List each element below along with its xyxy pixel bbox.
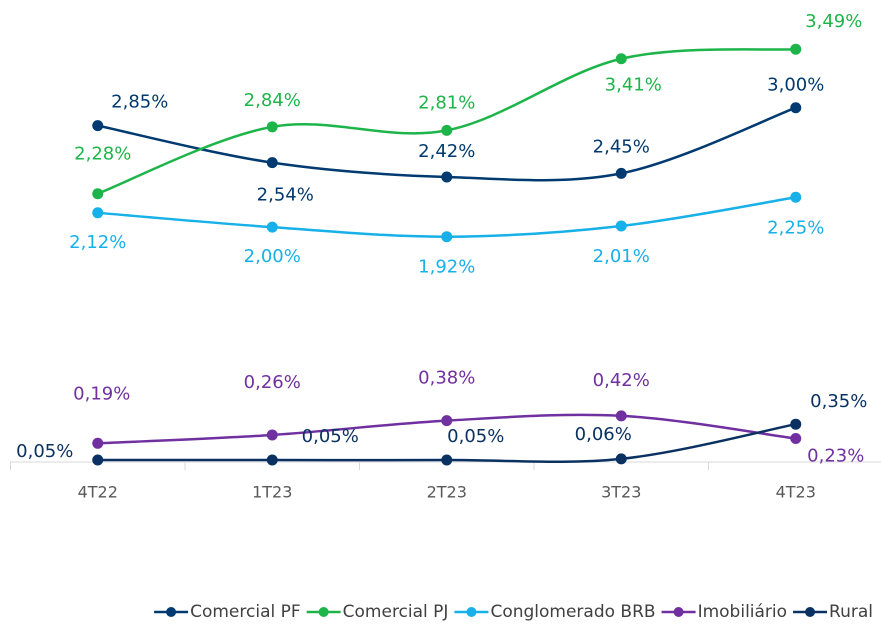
legend-label: Rural [829,602,873,622]
data-label: 0,05% [302,426,359,447]
data-point [266,454,278,466]
legend: Comercial PF Comercial PJ Conglomerado BRB… [154,602,873,622]
data-point [92,437,104,449]
data-point [441,454,453,466]
x-tick-label: 4T23 [776,483,816,502]
data-point [790,433,802,445]
data-label: 0,06% [575,424,632,445]
data-label: 0,19% [73,383,130,404]
legend-marker [318,607,329,617]
x-tick-label: 4T22 [78,483,118,502]
legend-marker [466,607,477,617]
data-point [92,454,104,466]
data-label: 0,05% [447,426,504,447]
data-point [92,188,104,200]
data-point [92,120,104,132]
data-point [790,102,802,114]
data-label: 2,84% [244,90,301,111]
data-label: 2,01% [593,246,650,267]
series-line [97,196,796,238]
data-point [441,231,453,243]
x-tick-label: 3T23 [601,483,641,502]
data-point [266,121,278,133]
data-label: 2,28% [74,144,131,165]
data-label: 2,45% [593,136,650,157]
data-label: 2,25% [767,217,824,238]
x-tick-label: 1T23 [252,483,292,502]
data-label: 2,85% [111,92,168,113]
legend-label: Imobiliário [698,602,787,622]
data-point [790,418,802,430]
data-label: 0,26% [244,372,301,393]
data-label: 3,49% [805,11,862,32]
legend-label: Comercial PF [190,602,301,622]
data-label: 2,12% [69,232,126,253]
data-point [790,191,802,203]
data-point [92,207,104,219]
legend-marker [166,607,177,617]
data-point [441,171,453,183]
data-point [615,220,627,232]
data-point [441,415,453,427]
data-label: 0,23% [807,446,864,467]
data-label: 3,41% [605,75,662,96]
data-label: 3,00% [767,75,824,96]
data-point [266,157,278,169]
x-tick-label: 2T23 [427,483,467,502]
data-label: 1,92% [418,257,475,278]
data-label: 0,05% [16,441,73,462]
data-label: 2,42% [418,141,475,162]
legend-label: Comercial PJ [343,602,449,622]
data-point [615,167,627,179]
data-label: 0,38% [418,368,475,389]
data-point [615,410,627,422]
data-point [441,124,453,136]
legend-label: Conglomerado BRB [490,602,655,622]
data-point [790,43,802,55]
data-label: 2,54% [257,185,314,206]
legend-marker [805,607,816,617]
data-point [615,53,627,65]
data-label: 0,42% [593,370,650,391]
data-label: 0,35% [810,391,867,412]
data-point [615,453,627,465]
data-point [266,429,278,441]
data-label: 2,00% [244,246,301,267]
data-point [266,221,278,233]
data-label: 2,81% [418,92,475,113]
legend-marker [673,607,684,617]
